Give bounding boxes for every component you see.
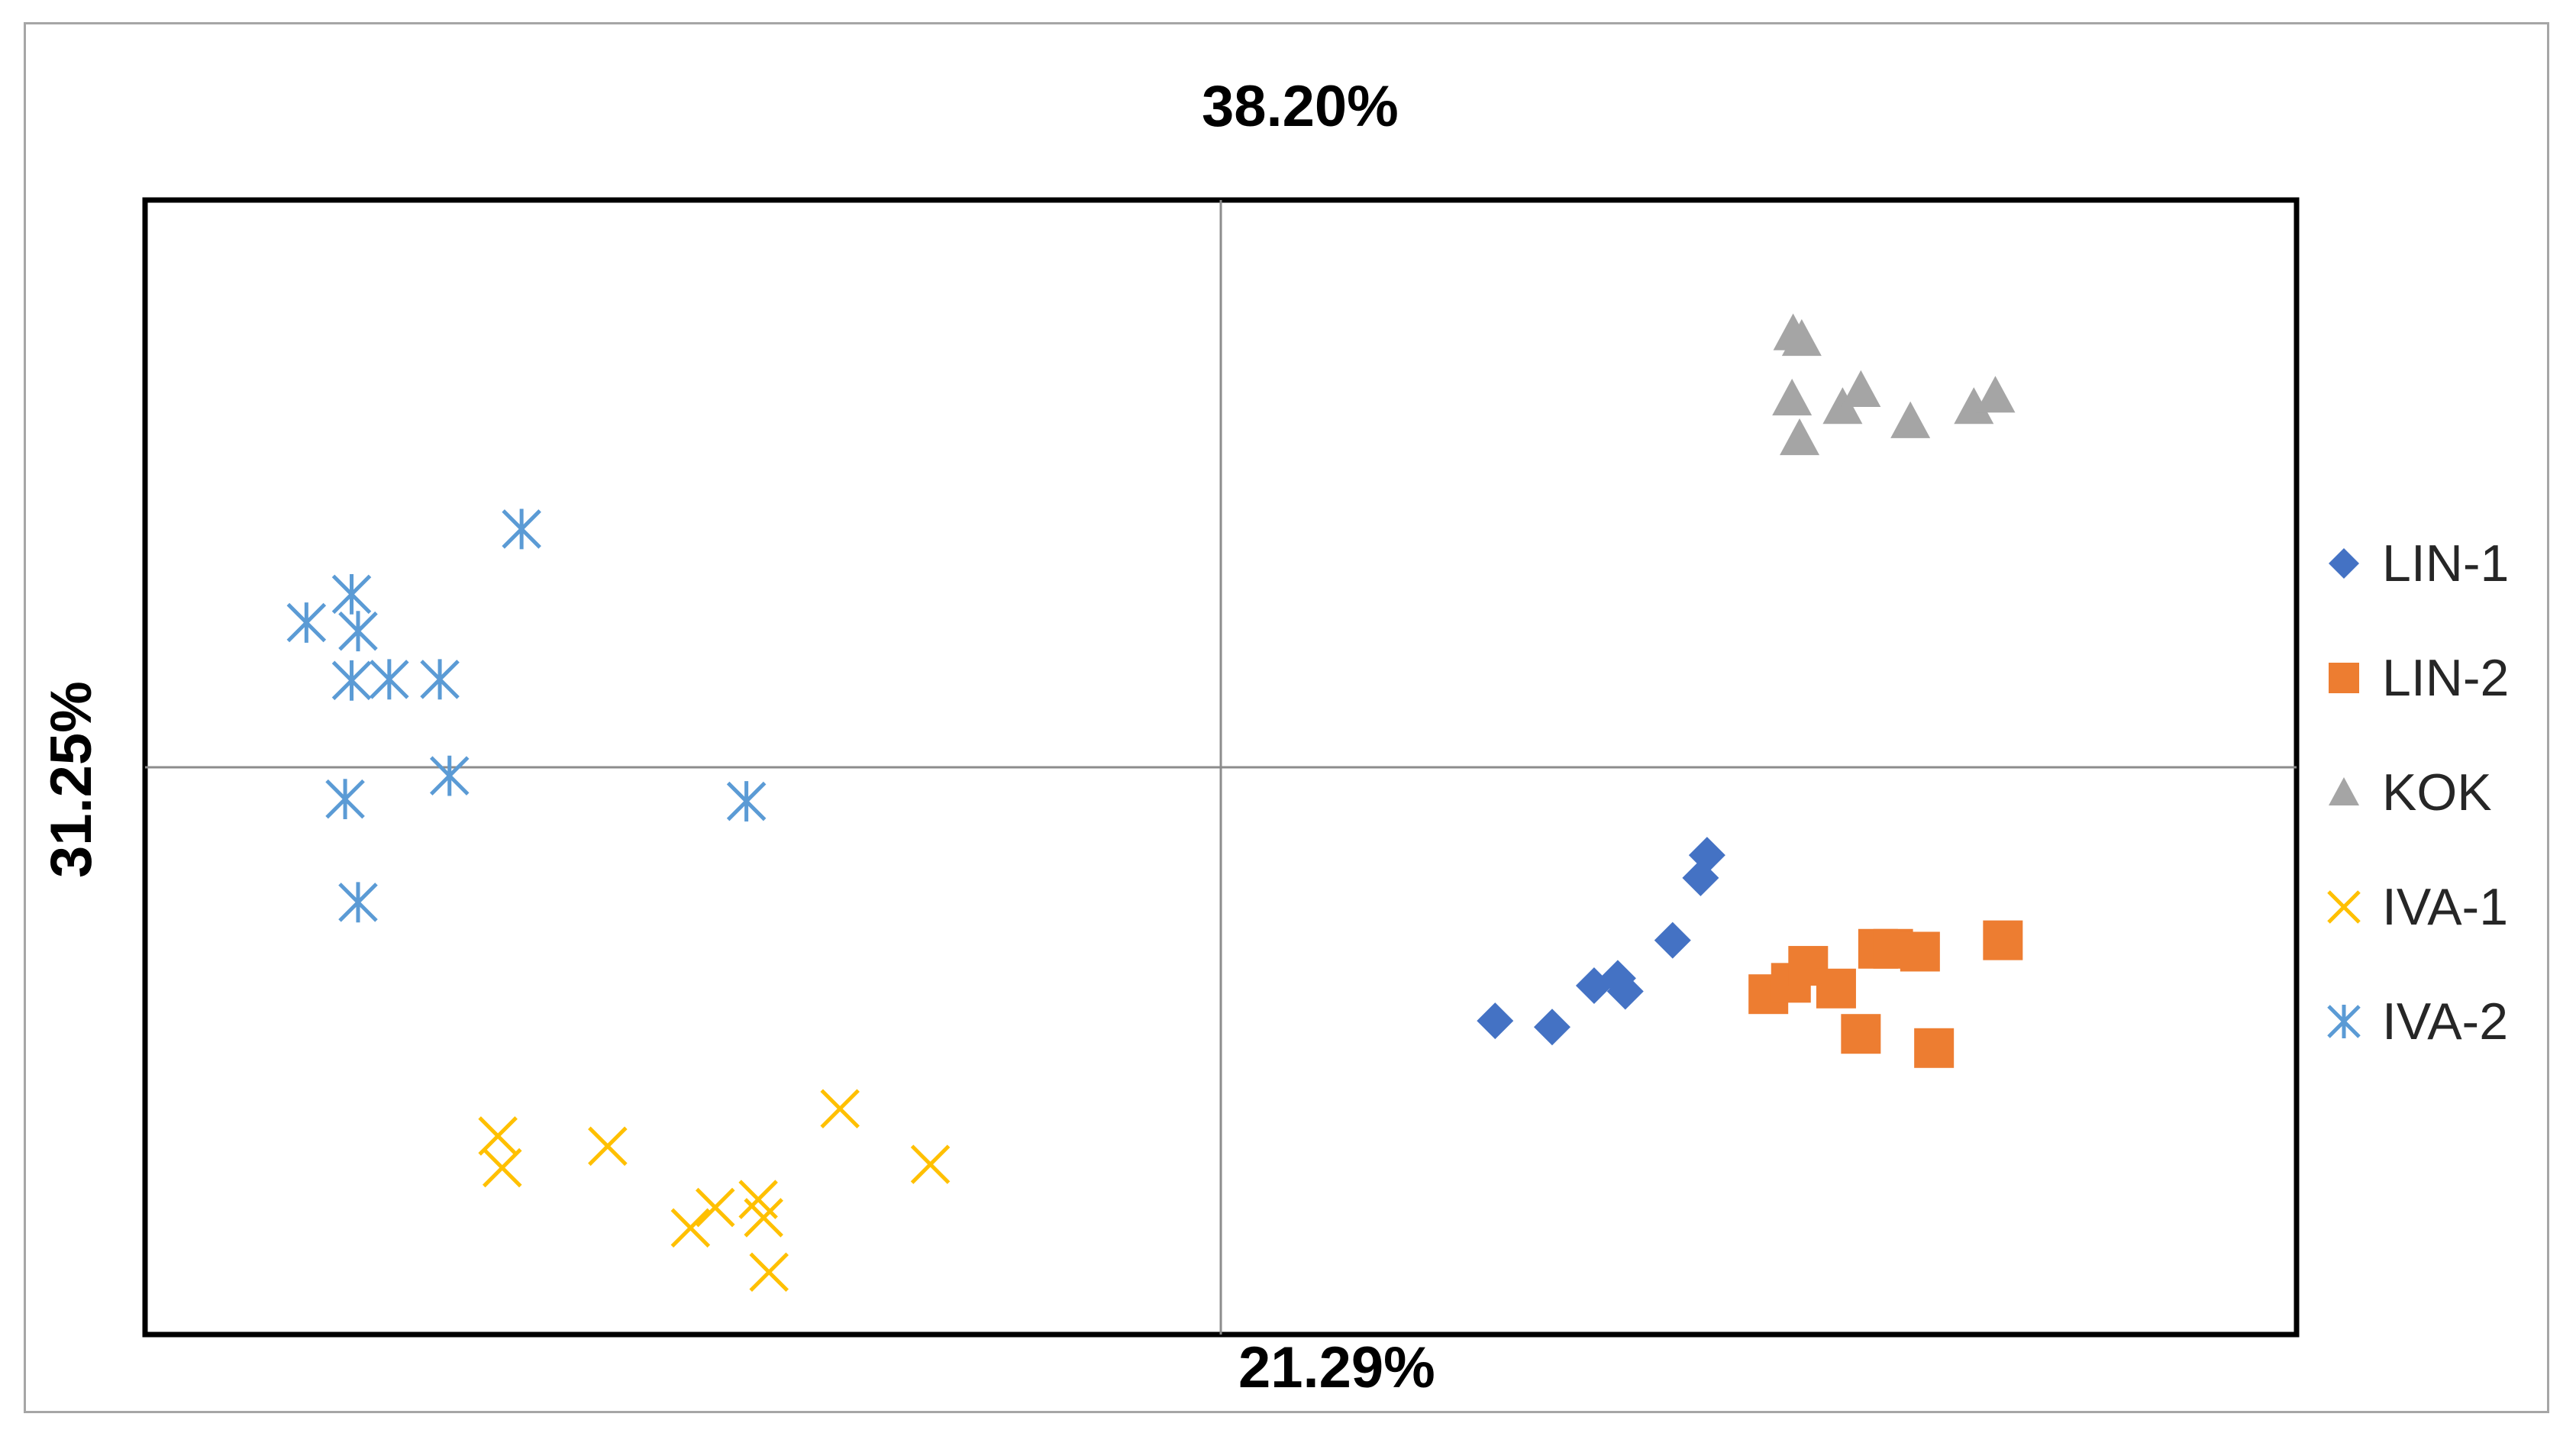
point-kok-3	[1772, 379, 1813, 416]
point-iva-1-5	[696, 1187, 735, 1228]
point-iva-1-3	[588, 1126, 628, 1167]
point-kok-7	[1890, 401, 1931, 438]
point-iva-2-8	[325, 779, 365, 820]
point-iva-2-5	[370, 659, 409, 700]
series-kok	[1772, 313, 2016, 456]
point-lin-2-10	[1983, 920, 2023, 960]
point-iva-2-4	[331, 660, 372, 701]
point-lin-1-8	[1688, 837, 1725, 874]
point-iva-2-3	[338, 611, 378, 652]
series-iva-1	[478, 1089, 951, 1293]
legend-marker-lin-1	[2329, 548, 2359, 579]
point-iva-1-9	[820, 1089, 860, 1129]
legend-label-lin-2: LIN-2	[2382, 649, 2510, 707]
left-axis-label: 31.25%	[39, 681, 104, 878]
point-iva-2-11	[726, 781, 767, 821]
series-lin-2	[1748, 920, 2023, 1068]
legend-symbol-iva-1	[2327, 890, 2361, 924]
legend-marker-lin-2	[2329, 663, 2359, 693]
point-iva-2-6	[420, 659, 460, 700]
legend-label-lin-1: LIN-1	[2382, 534, 2510, 592]
legend-label-kok: KOK	[2382, 763, 2492, 821]
point-lin-2-5	[1841, 1014, 1881, 1054]
point-iva-1-1	[478, 1116, 518, 1156]
series-lin-1	[1477, 837, 1725, 1046]
point-iva-2-1	[286, 602, 327, 643]
point-lin-1-2	[1533, 1009, 1570, 1046]
legend-symbol-lin-2	[2329, 663, 2359, 693]
point-iva-1-10	[910, 1144, 951, 1184]
legend-marker-iva-1	[2327, 890, 2361, 924]
series-iva-2	[286, 508, 767, 923]
point-iva-2-2	[331, 573, 372, 615]
point-kok-8	[1954, 387, 1994, 424]
point-iva-1-8	[749, 1252, 789, 1293]
legend-label-iva-2: IVA-2	[2382, 993, 2509, 1051]
top-axis-label: 38.20%	[1202, 74, 1399, 139]
point-iva-2-7	[429, 755, 470, 796]
legend-label-iva-1: IVA-1	[2382, 878, 2509, 936]
point-kok-6	[1841, 370, 1881, 408]
point-kok-9	[1975, 376, 2016, 413]
point-iva-2-10	[502, 508, 541, 550]
legend-symbol-iva-2	[2327, 1005, 2361, 1038]
point-iva-1-7	[744, 1198, 783, 1238]
legend-symbol-kok	[2329, 777, 2359, 805]
chart-frame	[24, 22, 2549, 1413]
point-lin-2-8	[1900, 931, 1940, 972]
legend-marker-iva-2	[2327, 1005, 2361, 1038]
point-iva-1-4	[670, 1208, 711, 1248]
bottom-axis-label: 21.29%	[1238, 1335, 1435, 1400]
legend-symbol-lin-1	[2329, 548, 2359, 579]
legend-marker-kok	[2329, 777, 2359, 805]
point-lin-1-1	[1477, 1002, 1514, 1040]
point-kok-2	[1781, 319, 1822, 357]
point-iva-2-9	[338, 882, 378, 923]
point-kok-4	[1780, 418, 1820, 456]
point-lin-1-6	[1654, 922, 1691, 959]
point-lin-2-4	[1816, 968, 1856, 1009]
point-lin-2-9	[1914, 1028, 1955, 1068]
point-iva-1-2	[483, 1147, 522, 1188]
point-lin-1-5	[1606, 973, 1644, 1010]
